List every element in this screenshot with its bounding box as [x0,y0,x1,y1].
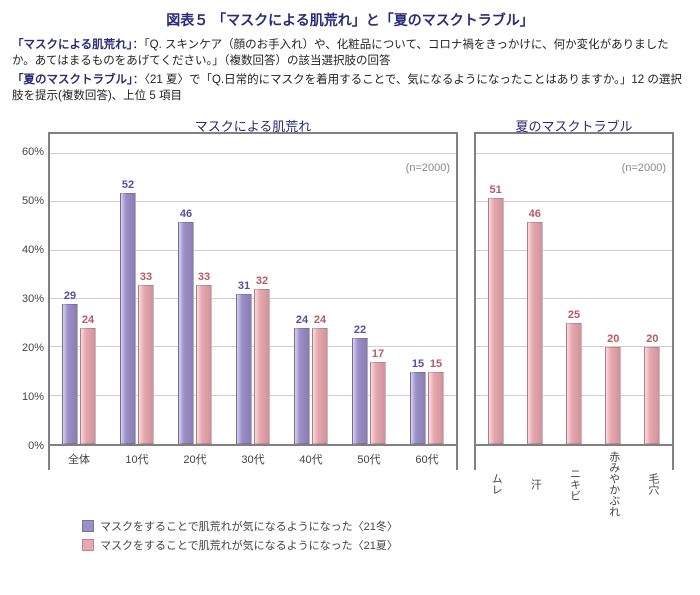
chart-panel-right: 夏のマスクトラブル (n=2000) 5146252020 ムレ汗ニキビ赤みやか… [474,132,674,470]
bar-value-label: 15 [412,358,424,370]
bar: 33 [196,285,212,445]
bar-value-label: 24 [82,314,94,326]
panel-left-plot: 2924523346333132242422171515 [50,154,456,446]
bar: 46 [527,222,543,444]
legend-swatch-1 [82,520,94,532]
chart-panel-left: マスクによる肌荒れ (n=2000) 292452334633313224242… [48,132,458,470]
description-1: 「マスクによる肌荒れ」：「Q. スキンケア（顔のお手入れ）や、化粧品について、コ… [12,38,688,69]
x-category-label: 赤みやかぶれ [594,448,633,517]
bar-value-label: 17 [372,348,384,360]
bar: 17 [370,362,386,444]
bar: 24 [312,328,328,444]
bar-value-label: 46 [529,208,541,220]
x-category-label: ムレ [476,448,515,517]
legend-row-1: マスクをすることで肌荒れが気になるようになった〈21冬〉 [82,518,688,534]
x-category-label: 60代 [398,448,456,470]
bar-group: 20 [633,154,672,444]
y-tick-label: 10% [22,391,44,403]
bar-group: 2924 [50,154,108,444]
legend-label-1: マスクをすることで肌荒れが気になるようになった〈21冬〉 [100,518,398,534]
bar-value-label: 32 [256,275,268,287]
bar: 24 [294,328,310,444]
bar: 20 [644,347,660,444]
bar-value-label: 24 [296,314,308,326]
panel-left-xlabels: 全体10代20代30代40代50代60代 [50,448,456,470]
bar-value-label: 20 [646,333,658,345]
x-category-label: 全体 [50,448,108,470]
panel-right-subtitle: 夏のマスクトラブル [476,116,672,135]
bar: 24 [80,328,96,444]
bar: 22 [352,338,368,444]
bar-group: 2217 [340,154,398,444]
description-1-label: 「マスクによる肌荒れ」 [12,39,132,51]
legend: マスクをすることで肌荒れが気になるようになった〈21冬〉 マスクをすることで肌荒… [82,518,688,553]
bar-group: 5233 [108,154,166,444]
x-category-label: 20代 [166,448,224,470]
bar: 15 [410,372,426,445]
bar-value-label: 51 [489,184,501,196]
x-category-label: 10代 [108,448,166,470]
bar: 20 [605,347,621,444]
y-tick-label: 0% [28,440,44,452]
bar-value-label: 46 [180,208,192,220]
x-category-label: 毛穴 [633,448,672,517]
bar: 33 [138,285,154,445]
legend-label-2: マスクをすることで肌荒れが気になるようになった〈21夏〉 [100,537,398,553]
y-tick-label: 20% [22,342,44,354]
description-2: 「夏のマスクトラブル」：〈21 夏〉で「Q.日常的にマスクを着用することで、気に… [12,73,688,104]
description-2-label: 「夏のマスクトラブル」 [12,74,133,86]
bar: 15 [428,372,444,445]
bar-group: 4633 [166,154,224,444]
y-tick-label: 60% [22,146,44,158]
bar-value-label: 24 [314,314,326,326]
bar-group: 25 [554,154,593,444]
x-category-label: 汗 [515,448,554,517]
panel-right-plot: 5146252020 [476,154,672,446]
chart-row: 0% 10% 20% 30% 40% 50% 60% マスクによる肌荒れ (n=2000) … [12,110,688,470]
bar-group: 46 [515,154,554,444]
bar-value-label: 33 [140,271,152,283]
bar-group: 1515 [398,154,456,444]
bar-value-label: 22 [354,324,366,336]
x-category-label: 40代 [282,448,340,470]
bar: 52 [120,193,136,444]
bar: 46 [178,222,194,444]
page-root: 図表５ 「マスクによる肌荒れ」と「夏のマスクトラブル」 「マスクによる肌荒れ」：… [0,0,700,595]
bar-value-label: 52 [122,179,134,191]
x-category-label: ニキビ [554,448,593,517]
bar-group: 2424 [282,154,340,444]
bar: 31 [236,294,252,444]
y-tick-label: 50% [22,195,44,207]
y-tick-label: 30% [22,293,44,305]
bar: 25 [566,323,582,444]
bar: 32 [254,289,270,444]
bar-group: 51 [476,154,515,444]
panel-right-xlabels: ムレ汗ニキビ赤みやかぶれ毛穴 [476,448,672,518]
panel-left-bars: 2924523346333132242422171515 [50,154,456,444]
bar-value-label: 31 [238,280,250,292]
y-tick-label: 40% [22,244,44,256]
bar-group: 3132 [224,154,282,444]
bar-group: 20 [594,154,633,444]
panel-right-bars: 5146252020 [476,154,672,444]
y-axis: 0% 10% 20% 30% 40% 50% 60% [12,110,48,470]
bar-value-label: 25 [568,309,580,321]
figure-title: 図表５ 「マスクによる肌荒れ」と「夏のマスクトラブル」 [12,10,688,30]
legend-row-2: マスクをすることで肌荒れが気になるようになった〈21夏〉 [82,537,688,553]
bar-value-label: 29 [64,290,76,302]
panel-left-subtitle: マスクによる肌荒れ [50,116,456,135]
x-category-label: 30代 [224,448,282,470]
bar-value-label: 15 [430,358,442,370]
legend-swatch-2 [82,539,94,551]
bar: 51 [488,198,504,445]
bar-value-label: 33 [198,271,210,283]
bar-value-label: 20 [607,333,619,345]
x-category-label: 50代 [340,448,398,470]
bar: 29 [62,304,78,444]
